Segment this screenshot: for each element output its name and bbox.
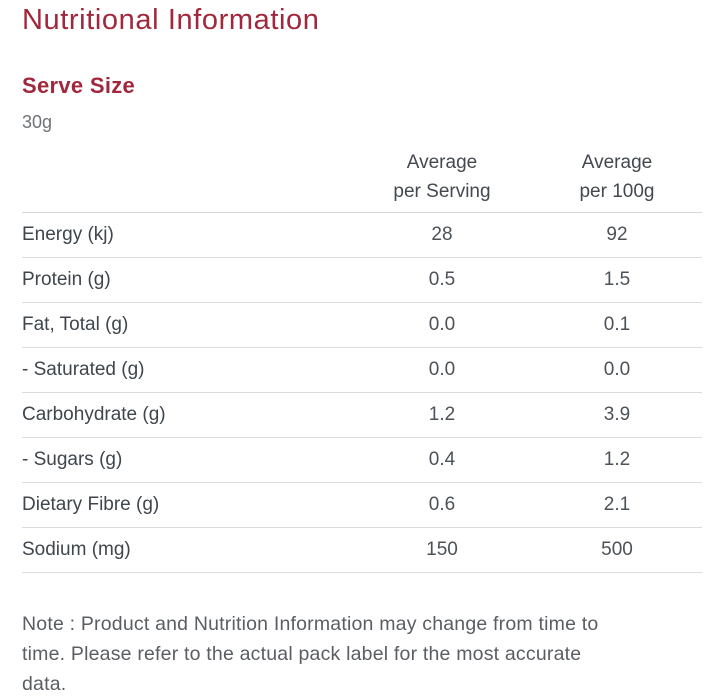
row-value-per-serving: 0.0 [428, 314, 456, 335]
row-value-per-serving: 0.5 [428, 269, 456, 290]
page-title: Nutritional Information [22, 4, 320, 36]
table-row: Sodium (mg) 150 500 [22, 528, 702, 573]
table-row: Carbohydrate (g) 1.2 3.9 [22, 393, 702, 438]
disclaimer-note-line: data. [22, 673, 67, 695]
serve-size-heading: Serve Size [22, 73, 136, 98]
row-value-per-serving: 28 [431, 224, 453, 245]
row-label: Sodium (mg) [22, 539, 131, 560]
table-header-per-serving-line1: Average [406, 152, 478, 173]
row-value-per-serving: 150 [426, 539, 458, 560]
table-header-per-100g-line2: per 100g [579, 181, 655, 202]
table-row: Dietary Fibre (g) 0.6 2.1 [22, 483, 702, 528]
serve-size-value: 30g [22, 112, 53, 132]
row-value-per-serving: 0.6 [428, 494, 456, 515]
row-label: - Saturated (g) [22, 359, 145, 380]
row-label: Dietary Fibre (g) [22, 494, 160, 515]
row-value-per-100g: 1.5 [603, 269, 631, 290]
table-row: Protein (g) 0.5 1.5 [22, 258, 702, 303]
row-value-per-serving: 0.0 [428, 359, 456, 380]
nutrition-table: Average per Serving Average per 100g Ene… [22, 148, 702, 573]
table-header-per-100g: Average per 100g [532, 148, 702, 206]
row-value-per-100g: 92 [606, 224, 628, 245]
disclaimer-note-line: time. Please refer to the actual pack la… [22, 643, 582, 665]
row-label: Protein (g) [22, 269, 111, 290]
row-value-per-100g: 2.1 [603, 494, 631, 515]
table-row: Fat, Total (g) 0.0 0.1 [22, 303, 702, 348]
disclaimer-note: Note : Product and Nutrition Information… [22, 609, 700, 699]
row-label: Fat, Total (g) [22, 314, 129, 335]
row-value-per-100g: 0.1 [603, 314, 631, 335]
row-label: Energy (kj) [22, 224, 114, 245]
table-header-per-100g-line1: Average [581, 152, 653, 173]
row-value-per-serving: 1.2 [428, 404, 456, 425]
table-row: - Saturated (g) 0.0 0.0 [22, 348, 702, 393]
row-value-per-serving: 0.4 [428, 449, 456, 470]
table-row: Energy (kj) 28 92 [22, 213, 702, 258]
row-value-per-100g: 3.9 [603, 404, 631, 425]
table-header-per-serving: Average per Serving [352, 148, 532, 206]
row-label: Carbohydrate (g) [22, 404, 166, 425]
table-header-per-serving-line2: per Serving [393, 181, 491, 202]
table-header-row: Average per Serving Average per 100g [22, 148, 702, 213]
row-label: - Sugars (g) [22, 449, 123, 470]
row-value-per-100g: 0.0 [603, 359, 631, 380]
row-value-per-100g: 500 [601, 539, 633, 560]
row-value-per-100g: 1.2 [603, 449, 631, 470]
table-row: - Sugars (g) 0.4 1.2 [22, 438, 702, 483]
disclaimer-note-line: Note : Product and Nutrition Information… [22, 613, 599, 635]
